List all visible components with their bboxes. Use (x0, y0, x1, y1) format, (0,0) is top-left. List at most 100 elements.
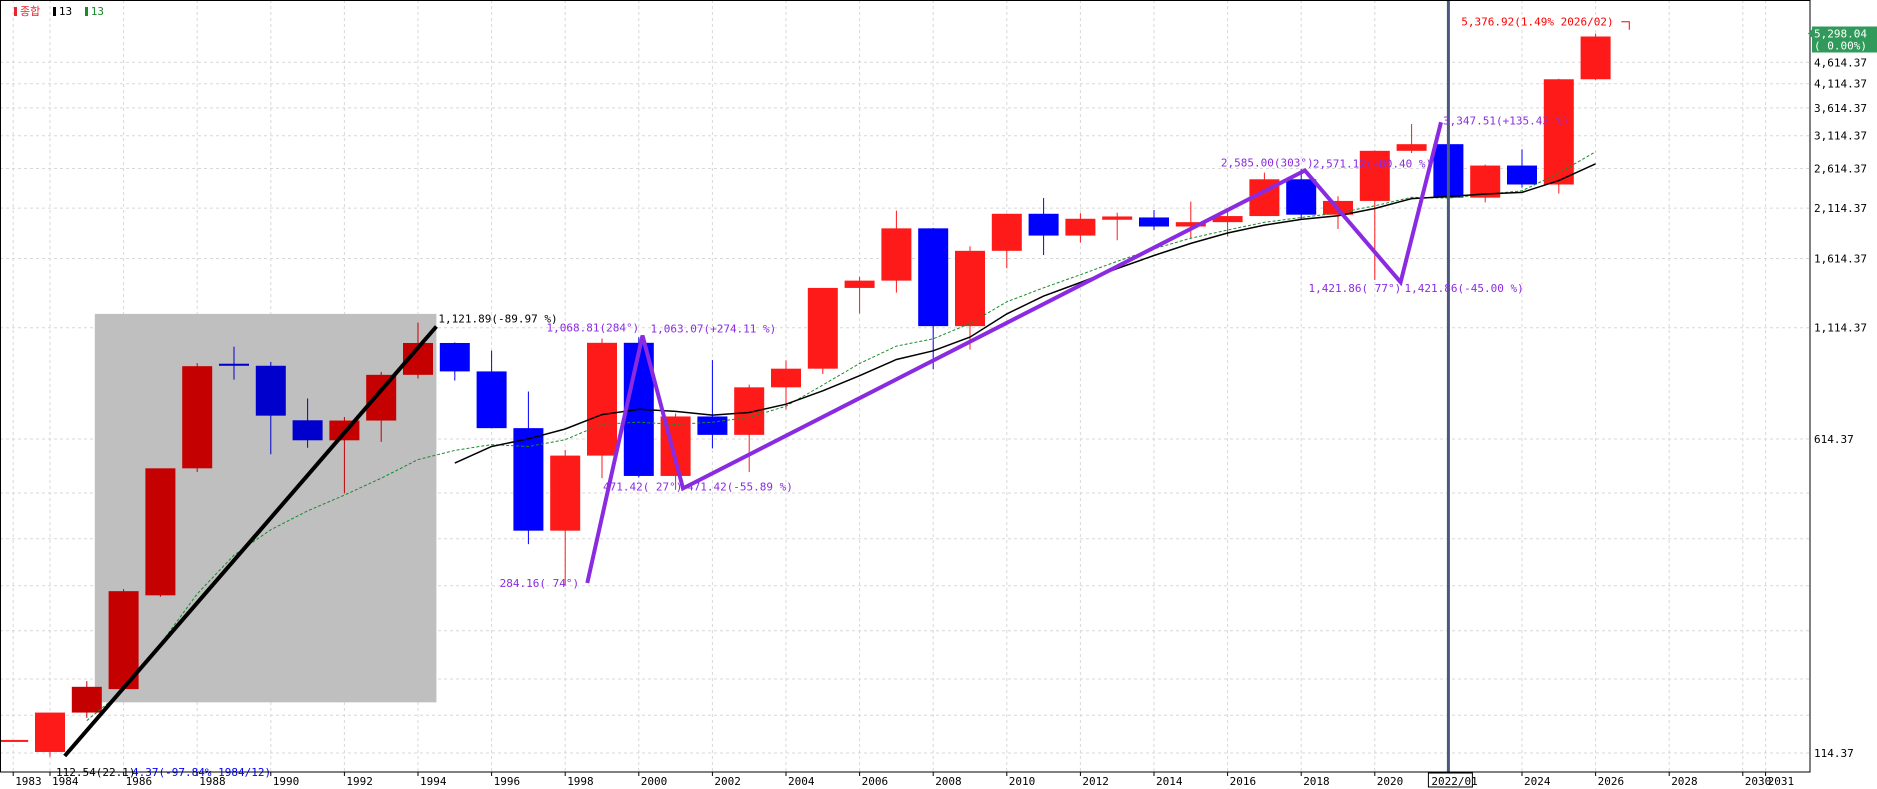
selected-year-label: 2022/01 (1431, 775, 1477, 788)
x-tick-label: 2020 (1377, 775, 1404, 788)
candle-body[interactable] (1543, 79, 1574, 185)
price-change: ( 0.00%) (1814, 40, 1867, 53)
candle-body[interactable] (1175, 222, 1206, 227)
x-tick-label: 2010 (1009, 775, 1036, 788)
candle-body[interactable] (219, 363, 249, 366)
y-tick-label: 3,114.37 (1814, 130, 1867, 143)
candle-body[interactable] (1028, 213, 1059, 236)
candle-body[interactable] (550, 455, 581, 531)
x-tick-label: 2002 (714, 775, 741, 788)
candle-body[interactable] (918, 228, 949, 327)
candle-body[interactable] (1065, 218, 1096, 236)
annotation-label: 471.42(-55.89 %) (687, 480, 793, 493)
x-tick-label: 1986 (126, 775, 153, 788)
x-tick-label: 2031 (1768, 775, 1795, 788)
price-box[interactable] (1812, 26, 1877, 53)
y-tick-label: 3,614.37 (1814, 102, 1867, 115)
x-tick-label: 2014 (1156, 775, 1183, 788)
legend-title-label: 종합 (20, 5, 41, 18)
legend-ma2-swatch (84, 7, 88, 16)
y-tick-label: 614.37 (1814, 433, 1854, 446)
annotation-label: 1,121.89(-89.97 %) (438, 312, 557, 325)
zigzag-line (585, 121, 1443, 584)
candle-body[interactable] (35, 712, 65, 752)
legend-ma2-label: 13 (90, 5, 104, 18)
x-tick-label: 2018 (1303, 775, 1330, 788)
x-tick-label: 2008 (935, 775, 962, 788)
candles-layer (0, 33, 1611, 757)
candle-body[interactable] (366, 374, 397, 421)
candle-body[interactable] (255, 365, 286, 416)
trend-lines-layer (63, 0, 1450, 772)
y-tick-label: 4,614.37 (1814, 56, 1867, 69)
candle-body[interactable] (513, 428, 544, 531)
candle-body[interactable] (145, 468, 176, 596)
y-tick-label: 2,614.37 (1814, 162, 1867, 175)
candle-body[interactable] (587, 342, 617, 456)
x-tick-label: 1983 (15, 775, 42, 788)
candle-body[interactable] (955, 250, 985, 327)
candle-body[interactable] (807, 287, 838, 369)
price-value: 5,298.04 (1814, 28, 1867, 41)
annotation-label: 471.42( 27°) (603, 480, 682, 493)
candle-body[interactable] (1212, 216, 1243, 223)
legend-ma1-swatch (52, 7, 56, 16)
x-tick-label: 2024 (1524, 775, 1551, 788)
x-tick-label: 2028 (1671, 775, 1698, 788)
x-tick-label: 2006 (862, 775, 889, 788)
candle-body[interactable] (182, 366, 213, 469)
y-tick-label: 4,114.37 (1814, 78, 1867, 91)
price-pointer-icon (1808, 29, 1812, 38)
annotation-label: 3,347.51(+135.43 %) (1443, 114, 1569, 127)
annotation-label: 112.54(22.1) (56, 766, 135, 779)
x-tick-label: 2026 (1598, 775, 1625, 788)
candle-body[interactable] (1359, 150, 1390, 201)
selected-year-box[interactable] (1427, 772, 1473, 788)
chart-legend: 종합 13 13 (14, 3, 110, 19)
plot-frame (0, 0, 1811, 773)
legend-ma1[interactable]: 13 (52, 5, 82, 18)
legend-ma1-label: 13 (58, 5, 73, 18)
x-tick-label: 2004 (788, 775, 815, 788)
x-tick-label: 1994 (420, 775, 447, 788)
annotations-layer: 5,376.92(1.49% 2026/02) 1,121.89(-89.97 %… (56, 16, 1630, 779)
ma-black-line (454, 163, 1596, 464)
candle-body[interactable] (734, 387, 765, 435)
annotation-label: 1,421.86(-45.00 %) (1405, 282, 1524, 295)
candle-body[interactable] (476, 371, 507, 429)
legend-title[interactable]: 종합 (14, 5, 50, 18)
candle-body[interactable] (439, 342, 470, 372)
trend-line (63, 325, 438, 758)
x-tick-label: 2012 (1082, 775, 1109, 788)
annotation-label: 1,063.07(+274.11 %) (650, 323, 776, 336)
candle-body[interactable] (881, 228, 912, 281)
candle-body[interactable] (1507, 165, 1537, 185)
y-tick-label: 1,114.37 (1814, 322, 1867, 335)
candle-body[interactable] (697, 416, 728, 435)
x-tick-label: 1990 (273, 775, 300, 788)
candle-body[interactable] (991, 213, 1022, 251)
candle-body[interactable] (1580, 36, 1611, 80)
x-tick-label: 2000 (641, 775, 668, 788)
x-tick-label: 1996 (494, 775, 520, 788)
y-tick-label: 114.37 (1814, 747, 1854, 760)
legend-ma2[interactable]: 13 (84, 5, 107, 18)
candle-body[interactable] (1396, 144, 1427, 151)
y-tick-label: 1,614.37 (1814, 252, 1867, 265)
candle-body[interactable] (771, 368, 801, 388)
annotation-label: 4.37(-97.84% 1984/12) (132, 766, 271, 779)
candle-body[interactable] (1102, 216, 1133, 220)
candle-body[interactable] (1139, 217, 1169, 227)
annotation-label: 284.16( 74°) (500, 577, 579, 590)
candle-body[interactable] (108, 591, 139, 690)
candle-body[interactable] (844, 280, 875, 288)
candle-body[interactable] (0, 739, 29, 742)
candle-body[interactable] (1470, 165, 1501, 198)
x-tick-label: 1984 (52, 775, 79, 788)
legend-title-swatch (14, 7, 17, 16)
candle-body[interactable] (1286, 179, 1317, 215)
candle-body[interactable] (71, 686, 102, 713)
candle-body[interactable] (292, 420, 323, 441)
